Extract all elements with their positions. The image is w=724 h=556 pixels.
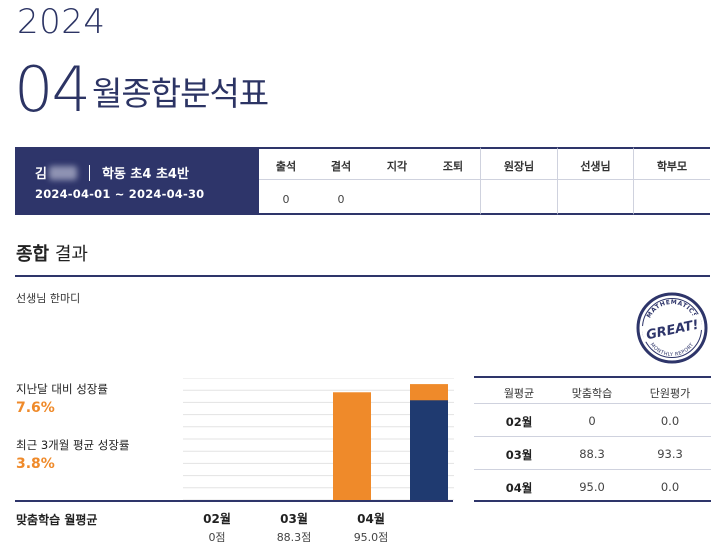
attendance-header-present: 출석 bbox=[275, 160, 297, 173]
summary-row-04-unit: 0.0 bbox=[660, 480, 680, 494]
summary-row-03-custom: 88.3 bbox=[579, 447, 605, 461]
student-info-box: 김 학동 초4 초4반 2024-04-01 ~ 2024-04-30 bbox=[15, 147, 259, 215]
summary-header-custom: 맞춤학습 bbox=[571, 387, 613, 400]
monthly-summary-table: 월평균 맞춤학습 단원평가 02월 0 0.0 03월 88.3 93.3 04… bbox=[474, 376, 711, 502]
teacher-comment-label: 선생님 한마디 bbox=[16, 292, 81, 305]
attendance-divider bbox=[259, 179, 480, 180]
summary-header-month: 월평균 bbox=[503, 387, 535, 400]
chart-x-title: 맞춤학습 월평균 bbox=[16, 513, 98, 527]
signature-cell-teacher[interactable]: 선생님 bbox=[557, 147, 633, 215]
signature-cell-parent[interactable]: 학부모 bbox=[633, 147, 710, 215]
summary-row-03-month: 03월 bbox=[505, 448, 533, 462]
signature-divider bbox=[481, 179, 557, 180]
report-title: 월종합분석표 bbox=[92, 74, 269, 113]
section-title-rest: 결과 bbox=[49, 244, 88, 265]
report-year: 2024 bbox=[17, 2, 106, 42]
chart-score-label-03: 88.3점 bbox=[276, 531, 312, 544]
chart-score-label-02: 0점 bbox=[208, 531, 226, 544]
summary-row-03-unit: 93.3 bbox=[657, 447, 683, 461]
chart-x-axis bbox=[15, 500, 453, 502]
summary-row-04-month: 04월 bbox=[505, 481, 533, 495]
section-title-bold: 종합 bbox=[16, 244, 50, 265]
signature-divider bbox=[558, 179, 633, 180]
attendance-value-present: 0 bbox=[282, 193, 290, 206]
svg-text:MONTHLY REPORT: MONTHLY REPORT bbox=[649, 341, 696, 358]
growth-last-month-value: 7.6% bbox=[16, 400, 55, 416]
summary-row-02-custom: 0 bbox=[588, 414, 596, 428]
section-title: 종합 결과 bbox=[16, 240, 88, 266]
chart-x-label-04: 04월 bbox=[357, 512, 385, 526]
attendance-header-early-leave: 조퇴 bbox=[442, 160, 464, 173]
attendance-header-absent: 결석 bbox=[330, 160, 352, 173]
name-blur-mask bbox=[48, 165, 77, 180]
signature-label-principal: 원장님 bbox=[503, 160, 535, 173]
summary-header-unit: 단원평가 bbox=[649, 387, 691, 400]
signature-divider bbox=[634, 179, 710, 180]
summary-table-header-row bbox=[474, 378, 711, 404]
attendance-value-absent: 0 bbox=[337, 193, 345, 206]
student-name: 김 bbox=[35, 167, 47, 182]
signature-cell-principal[interactable]: 원장님 bbox=[480, 147, 557, 215]
summary-row-divider bbox=[474, 436, 711, 437]
signature-label-parent: 학부모 bbox=[656, 160, 688, 173]
chart-x-label-02: 02월 bbox=[203, 512, 231, 526]
attendance-header-late: 지각 bbox=[386, 160, 408, 173]
summary-row-divider bbox=[474, 469, 711, 470]
name-separator bbox=[88, 164, 90, 181]
student-name-row: 김 학동 초4 초4반 bbox=[35, 163, 189, 182]
growth-three-month-value: 3.8% bbox=[16, 456, 55, 472]
chart-bar-current-overlay bbox=[410, 400, 448, 500]
growth-last-month-label: 지난달 대비 성장률 bbox=[16, 382, 108, 396]
great-stamp-icon: MATHEMATICS MONTHLY REPORT GREAT! bbox=[636, 292, 708, 364]
growth-three-month-label: 최근 3개월 평균 성장률 bbox=[16, 438, 130, 452]
stamp-bottom-text: MONTHLY REPORT bbox=[649, 341, 696, 358]
signature-label-teacher: 선생님 bbox=[580, 160, 611, 173]
report-period: 2024-04-01 ~ 2024-04-30 bbox=[35, 187, 205, 201]
monthly-average-chart bbox=[183, 378, 454, 500]
summary-row-04-custom: 95.0 bbox=[579, 480, 605, 494]
summary-row-02-unit: 0.0 bbox=[660, 414, 680, 428]
section-divider bbox=[15, 275, 710, 277]
student-class: 학동 초4 초4반 bbox=[101, 167, 189, 182]
attendance-table: 출석 결석 지각 조퇴 0 0 bbox=[259, 147, 480, 215]
chart-x-label-03: 03월 bbox=[280, 512, 308, 526]
chart-score-label-04: 95.0점 bbox=[353, 531, 389, 544]
report-month: 04 bbox=[14, 53, 91, 126]
chart-bar-03월 bbox=[333, 392, 371, 500]
summary-row-02-month: 02월 bbox=[505, 415, 533, 429]
